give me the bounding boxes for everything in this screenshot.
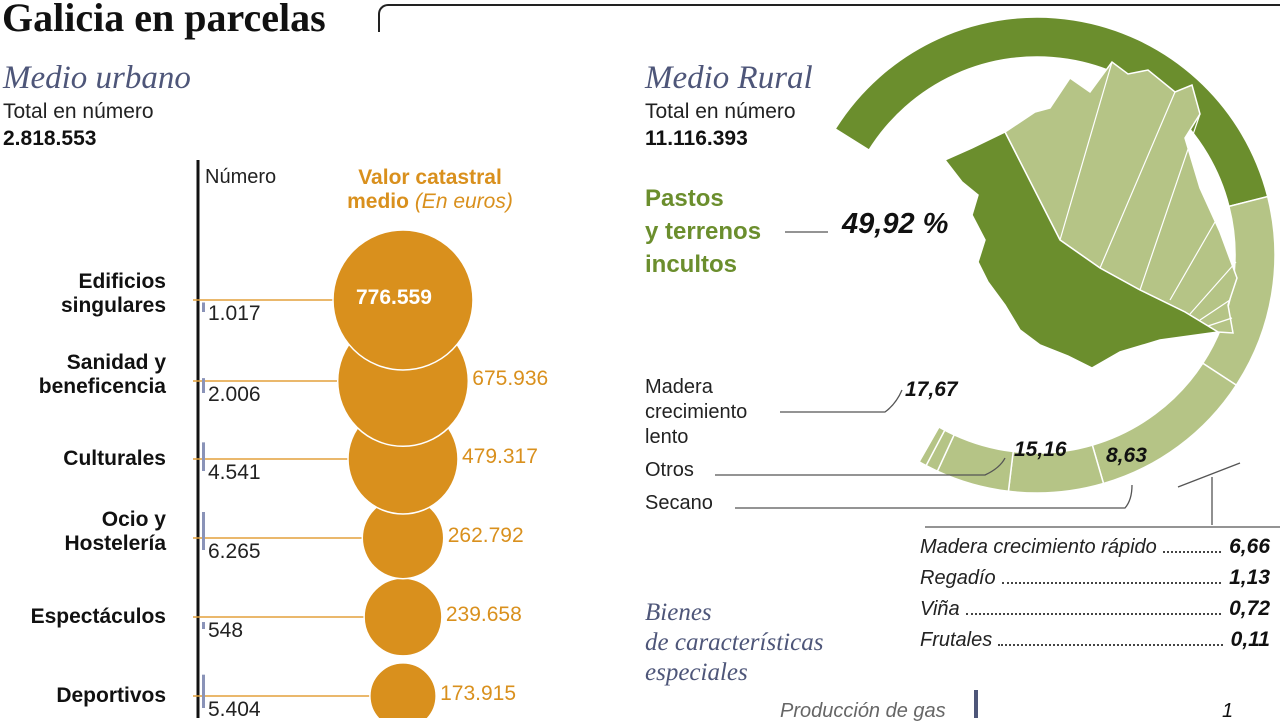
madera-lento-line2: crecimiento — [645, 401, 748, 423]
value-header-bold2: medio — [347, 190, 409, 213]
legend-value: 1,13 — [1229, 566, 1270, 589]
number-label: 548 — [208, 619, 244, 642]
legend-row: Viña 0,72 — [920, 597, 1270, 621]
legend-label: Regadío — [920, 567, 996, 589]
urban-total-label: Total en número — [3, 100, 154, 123]
rural-heading: Medio Rural — [645, 60, 813, 96]
urban-bubble-chart — [193, 160, 474, 718]
category-label-line: Deportivos — [56, 684, 166, 707]
value-header-unit: (En euros) — [414, 190, 513, 213]
gas-bar — [974, 690, 978, 718]
pastos-percent: 49,92 % — [842, 208, 949, 240]
value-label: 173.915 — [440, 682, 517, 705]
legend-value: 6,66 — [1229, 535, 1270, 558]
bienes-heading: Bienes de características especiales — [645, 598, 823, 688]
legend-row: Frutales 0,11 — [920, 628, 1270, 652]
category-label-line: Ocio y — [101, 508, 166, 531]
number-label: 5.404 — [208, 698, 261, 721]
number-column-header: Número — [205, 166, 277, 188]
legend-dots — [965, 613, 1222, 615]
gas-value: 1 — [1222, 700, 1234, 722]
madera-lento-percent: 17,67 — [905, 378, 958, 401]
number-bar — [202, 512, 205, 550]
otros-percent: 15,16 — [1014, 438, 1067, 461]
value-bubble — [363, 577, 443, 657]
madera-lento-line3: lento — [645, 426, 689, 448]
category-label-line: beneficencia — [38, 375, 166, 398]
number-label: 6.265 — [208, 540, 261, 563]
value-header-line1: Valor catastral — [358, 166, 502, 189]
number-label: 1.017 — [208, 302, 261, 325]
galicia-map-dark — [943, 131, 1221, 369]
urban-total-value: 2.818.553 — [3, 127, 97, 150]
rural-total-label: Total en número — [645, 100, 796, 123]
otros-label: Otros — [645, 459, 694, 481]
pastos-label: Pastos y terrenos incultos — [645, 182, 761, 281]
value-label: 239.658 — [445, 603, 522, 626]
madera-lento-label: Madera crecimiento lento — [645, 375, 747, 450]
value-label: 262.792 — [447, 524, 524, 547]
legend-value: 0,72 — [1229, 597, 1270, 620]
number-label: 2.006 — [208, 383, 261, 406]
gas-label: Producción de gas — [780, 700, 946, 722]
pastos-label-line2: y terrenos — [645, 218, 762, 245]
secano-label: Secano — [645, 492, 713, 514]
number-bar — [202, 302, 205, 312]
galicia-map-divisions — [1034, 61, 1237, 327]
value-bubble — [369, 662, 437, 718]
legend-dots — [998, 644, 1223, 646]
legend-label: Viña — [920, 598, 960, 620]
rural-total-value: 11.116.393 — [645, 127, 748, 150]
legend-label: Frutales — [920, 629, 993, 651]
madera-lento-line1: Madera — [645, 376, 713, 398]
value-label: 776.559 — [356, 286, 432, 309]
number-bar — [202, 378, 205, 393]
rural-donut-chart — [715, 16, 1280, 528]
secano-percent: 8,63 — [1106, 444, 1147, 467]
pastos-label-line3: incultos — [645, 251, 738, 278]
legend-row: Madera crecimiento rápido 6,66 — [920, 535, 1270, 559]
gas-bar-area — [974, 690, 978, 718]
value-label: 479.317 — [461, 445, 538, 468]
category-label: Edificios singulares — [61, 270, 166, 318]
category-label: Espectáculos — [31, 605, 166, 629]
donut-slice — [916, 425, 940, 463]
galicia-map — [943, 60, 1238, 369]
category-label-line: singulares — [60, 294, 166, 317]
category-label: Deportivos — [56, 684, 166, 708]
category-label-line: Sanidad y — [66, 351, 166, 374]
category-label-line: Culturales — [63, 447, 166, 470]
legend-value: 0,11 — [1230, 628, 1270, 651]
category-label: Ocio y Hostelería — [64, 508, 166, 556]
rural-leader-lines — [715, 231, 1280, 528]
category-label: Sanidad y beneficencia — [39, 351, 166, 399]
number-bar — [202, 674, 205, 708]
legend-dots — [1162, 551, 1222, 553]
bienes-heading-line2: de características — [645, 629, 824, 656]
pastos-label-line1: Pastos — [645, 185, 724, 212]
category-label: Culturales — [63, 447, 166, 471]
page-title: Galicia en parcelas — [2, 0, 326, 40]
title-rule — [378, 4, 1280, 32]
bienes-heading-line3: especiales — [645, 659, 748, 686]
number-label: 4.541 — [208, 461, 261, 484]
bienes-heading-line1: Bienes — [645, 599, 712, 626]
legend-row: Regadío 1,13 — [920, 566, 1270, 590]
value-label: 675.936 — [472, 367, 549, 390]
value-bubble — [332, 229, 474, 371]
urban-heading: Medio urbano — [3, 60, 191, 96]
category-label-line: Espectáculos — [30, 605, 166, 628]
number-bar — [202, 442, 205, 471]
legend-dots — [1001, 582, 1222, 584]
number-bar — [202, 622, 205, 629]
legend-label: Madera crecimiento rápido — [920, 536, 1157, 558]
value-column-header: Valor catastral medio (En euros) — [310, 166, 550, 214]
category-label-line: Edificios — [78, 270, 166, 293]
category-label-line: Hostelería — [64, 532, 166, 555]
